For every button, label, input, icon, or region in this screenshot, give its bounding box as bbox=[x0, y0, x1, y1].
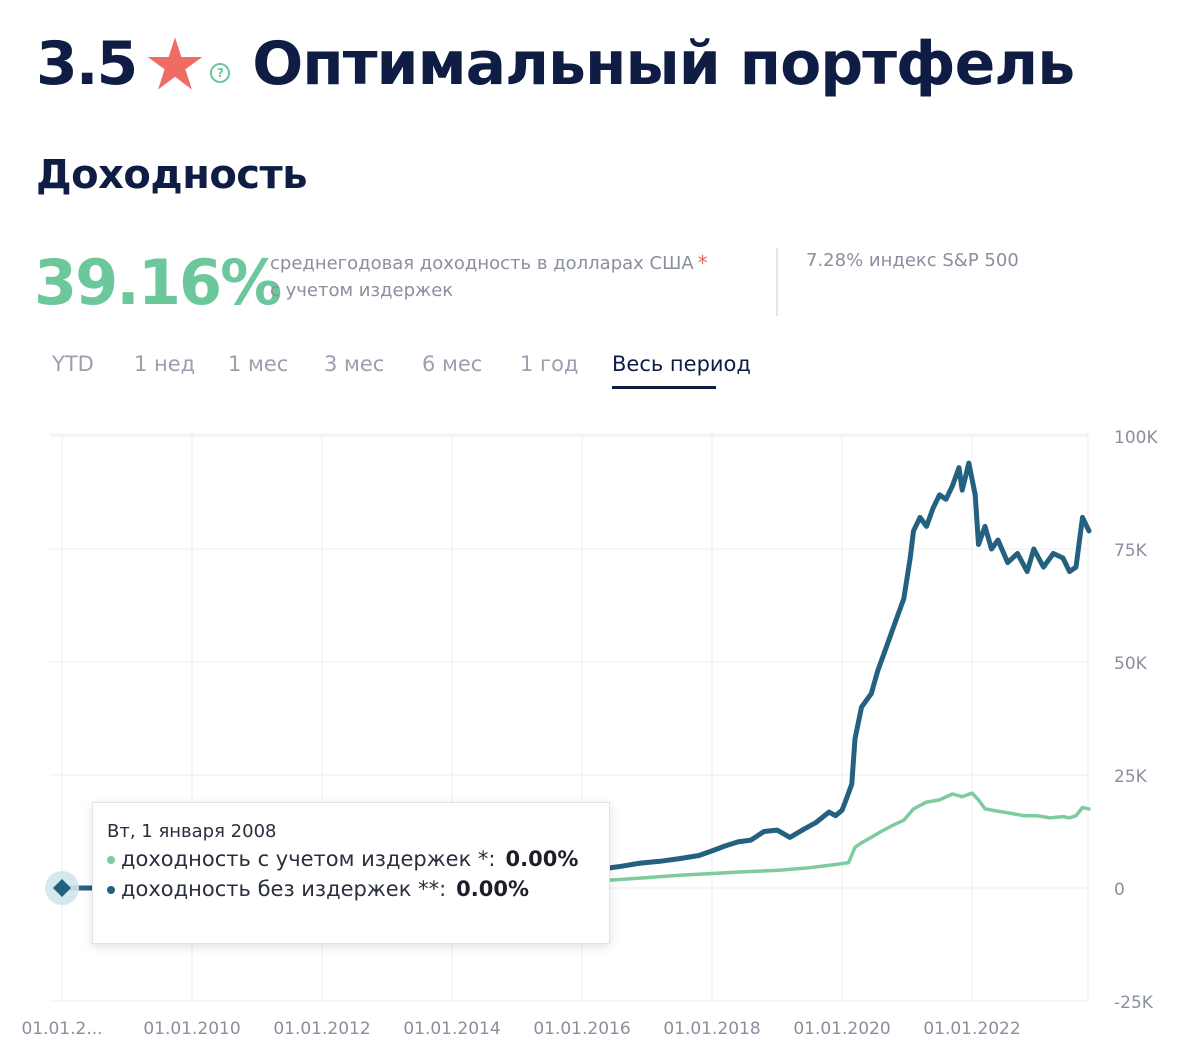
tooltip-date: Вт, 1 января 2008 bbox=[107, 821, 277, 842]
y-tick-label: 25K bbox=[1114, 767, 1148, 787]
yield-description-line2: с учетом издержек bbox=[270, 280, 454, 301]
x-tick-label: 01.01.2022 bbox=[923, 1019, 1020, 1039]
y-tick-label: 75K bbox=[1114, 541, 1148, 561]
tab-1-week[interactable]: 1 нед bbox=[134, 352, 196, 376]
tab-3-months[interactable]: 3 мес bbox=[324, 352, 385, 376]
tooltip-value-without-costs: 0.00% bbox=[456, 877, 530, 901]
vertical-divider bbox=[776, 248, 778, 316]
portfolio-header: 3.5 ? Оптимальный портфель bbox=[36, 22, 1075, 106]
yield-description-line1: среднегодовая доходность в долларах США bbox=[270, 253, 694, 274]
active-tab-underline bbox=[612, 386, 716, 389]
highlight-marker bbox=[53, 879, 71, 897]
x-tick-label: 01.01.2010 bbox=[143, 1019, 240, 1039]
legend-dot-without-costs bbox=[107, 886, 115, 894]
sp500-index: 7.28% индекс S&P 500 bbox=[806, 250, 1019, 271]
y-tick-label: 0 bbox=[1114, 880, 1125, 900]
page-title: Оптимальный портфель bbox=[252, 29, 1075, 99]
star-icon bbox=[148, 37, 203, 90]
legend-dot-with-costs bbox=[107, 856, 115, 864]
section-title: Доходность bbox=[36, 152, 308, 198]
rating-value: 3.5 bbox=[36, 29, 138, 99]
y-tick-label: 50K bbox=[1114, 654, 1148, 674]
x-tick-label: 01.01.2020 bbox=[793, 1019, 890, 1039]
tooltip-label-without-costs: доходность без издержек **: bbox=[121, 877, 447, 901]
footnote-asterisk: * bbox=[697, 251, 708, 275]
chart-tooltip: Вт, 1 января 2008 доходность с учетом из… bbox=[92, 802, 610, 944]
x-tick-label: 01.01.2... bbox=[21, 1019, 102, 1039]
tooltip-row-without-costs: доходность без издержек **: 0.00% bbox=[107, 877, 529, 901]
y-tick-label: 100K bbox=[1114, 428, 1158, 448]
tooltip-value-with-costs: 0.00% bbox=[505, 847, 579, 871]
x-tick-label: 01.01.2014 bbox=[403, 1019, 500, 1039]
tab-ytd[interactable]: YTD bbox=[52, 352, 94, 376]
tooltip-row-with-costs: доходность с учетом издержек *: 0.00% bbox=[107, 847, 578, 871]
tooltip-label-with-costs: доходность с учетом издержек *: bbox=[121, 847, 496, 871]
yield-chart[interactable]: -25K 0 25K 50K 75K 100K 01.01.2... 01.01.2010 01… bbox=[0, 420, 1200, 1055]
y-tick-label: -25K bbox=[1114, 993, 1154, 1013]
yield-chart-svg[interactable]: -25K 0 25K 50K 75K 100K 01.01.2... 01.01.2010 01… bbox=[0, 420, 1200, 1055]
x-tick-label: 01.01.2016 bbox=[533, 1019, 630, 1039]
tab-all-period[interactable]: Весь период bbox=[612, 352, 751, 376]
tab-6-months[interactable]: 6 мес bbox=[422, 352, 483, 376]
x-tick-label: 01.01.2012 bbox=[273, 1019, 370, 1039]
tab-1-month[interactable]: 1 мес bbox=[228, 352, 289, 376]
tab-1-year[interactable]: 1 год bbox=[520, 352, 579, 376]
series-line-with-costs bbox=[580, 791, 1091, 883]
yield-description: среднегодовая доходность в долларах США *… bbox=[270, 250, 708, 304]
x-tick-label: 01.01.2018 bbox=[663, 1019, 760, 1039]
question-icon[interactable]: ? bbox=[210, 63, 231, 83]
series-line-without-costs bbox=[579, 460, 1092, 874]
average-yield-value: 39.16% bbox=[34, 246, 282, 319]
